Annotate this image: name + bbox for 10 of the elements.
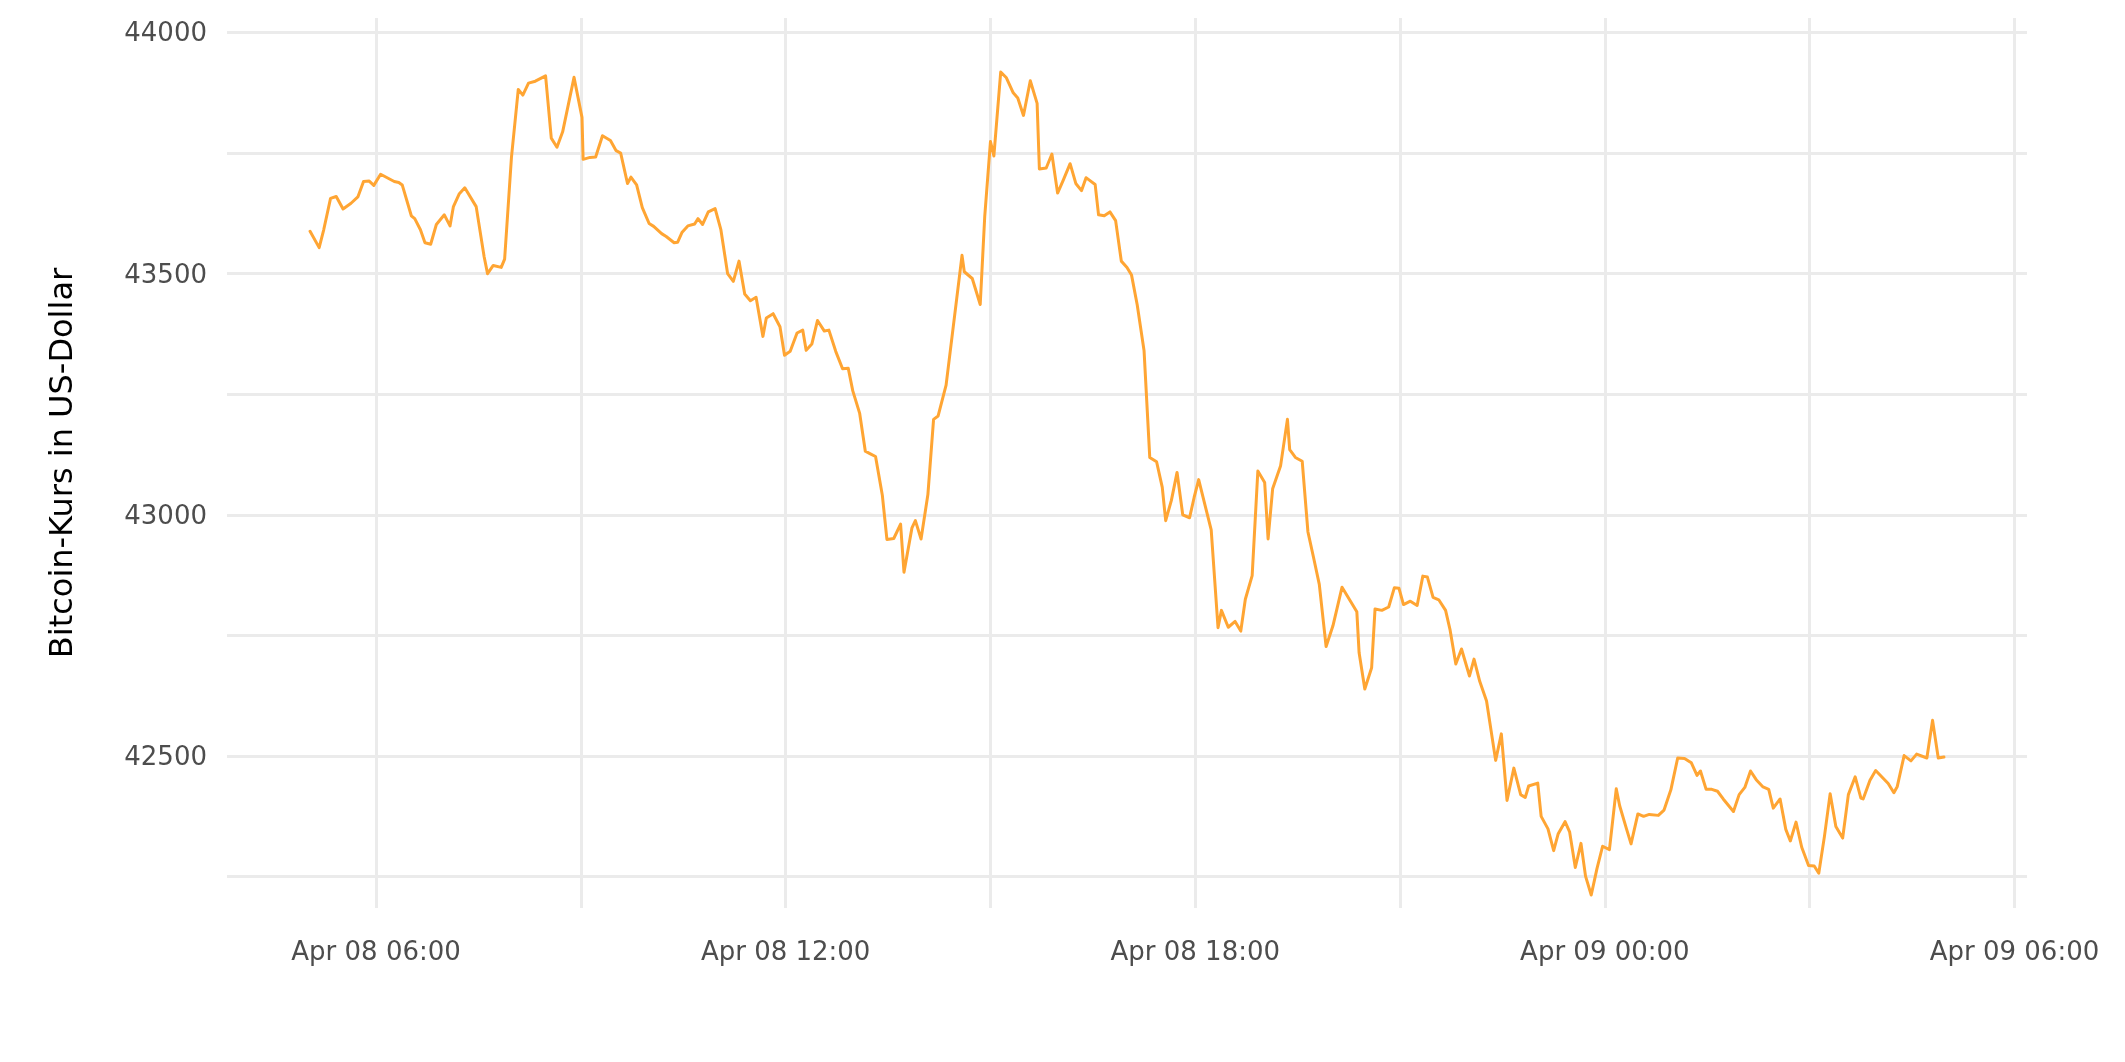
y-tick-label: 42500 [124,741,207,772]
y-tick-label: 43500 [124,258,207,289]
y-tick-label: 44000 [124,17,207,48]
x-tick-label: Apr 09 06:00 [1929,936,2100,966]
y-tick-label: 43000 [124,499,207,530]
x-tick-label: Apr 09 00:00 [1520,936,1690,966]
x-tick-label: Apr 08 06:00 [291,936,461,966]
y-axis-title: Bitcoin-Kurs in US-Dollar [42,266,80,659]
x-tick-label: Apr 08 12:00 [700,936,871,966]
x-tick-label: Apr 08 18:00 [1110,936,1281,966]
